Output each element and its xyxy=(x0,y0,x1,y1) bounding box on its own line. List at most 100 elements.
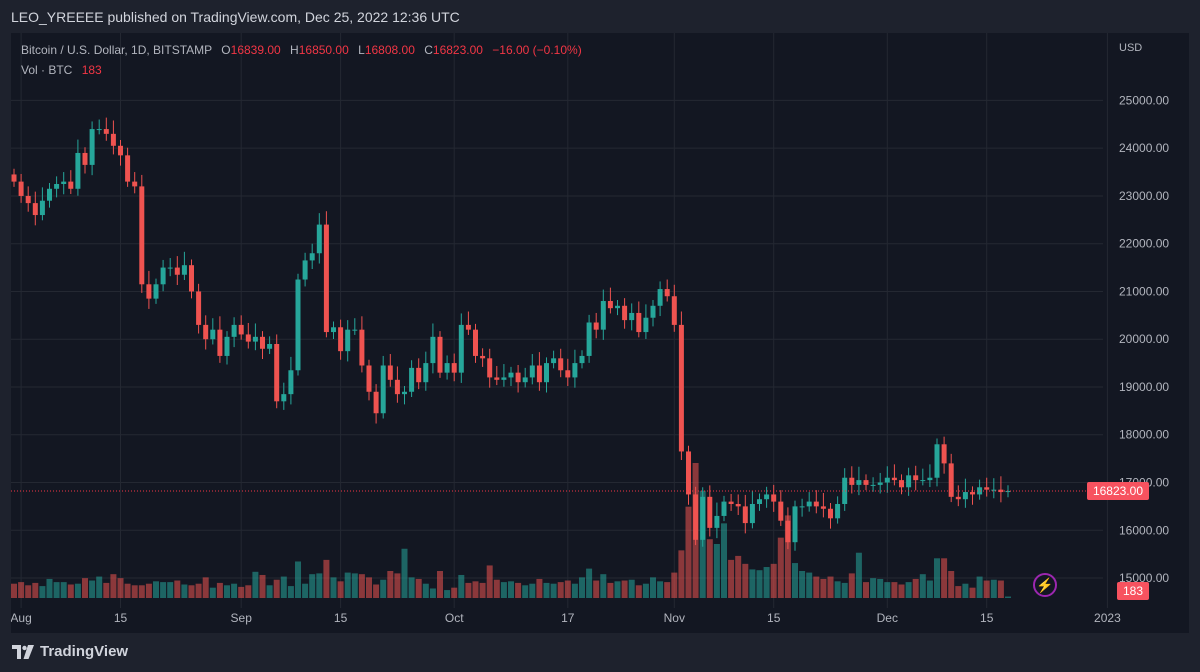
price-tick-label: 15000.00 xyxy=(1119,571,1169,585)
candle-body xyxy=(118,145,123,156)
candle-body xyxy=(735,503,741,507)
volume-bar xyxy=(287,586,294,598)
candle-body xyxy=(473,329,478,356)
candle-body xyxy=(593,322,599,330)
volume-bar xyxy=(784,515,791,598)
candle-body xyxy=(835,503,841,519)
time-tick-label: 15 xyxy=(334,611,348,625)
open-value: 16839.00 xyxy=(230,43,281,57)
candlestick-chart[interactable]: 15000.0016000.0017000.0018000.0019000.00… xyxy=(11,33,1189,633)
candle-body xyxy=(955,496,961,500)
volume-bar xyxy=(117,578,124,598)
volume-bar xyxy=(323,559,330,598)
candle-body xyxy=(579,355,585,364)
volume-bar xyxy=(60,582,67,598)
candle-body xyxy=(189,265,194,292)
lightning-icon[interactable]: ⚡ xyxy=(1033,573,1057,597)
candle-body xyxy=(61,181,67,184)
candle-body xyxy=(977,487,983,495)
time-axis: Aug 15 Sep 15 Oct 17 Nov 15 Dec 15 2023 xyxy=(11,611,1121,625)
volume-bar xyxy=(713,544,720,598)
volume-bar xyxy=(508,581,514,598)
volume-bar xyxy=(479,582,486,598)
volume-bar xyxy=(515,582,522,598)
candle-body xyxy=(245,334,251,342)
volume-bar xyxy=(472,581,479,598)
volume-bar xyxy=(735,555,742,598)
legend-row-main: Bitcoin / U.S. Dollar, 1D, BITSTAMP O168… xyxy=(21,40,582,60)
volume-bar xyxy=(742,563,749,598)
volume-bar xyxy=(110,574,117,598)
volume-bar xyxy=(337,581,344,598)
volume-bar xyxy=(770,563,777,598)
volume-bar xyxy=(898,584,905,598)
volume-bar xyxy=(280,576,287,598)
volume-bar xyxy=(273,579,280,598)
volume-bar xyxy=(451,587,458,598)
volume-bar xyxy=(678,550,685,598)
candle-body xyxy=(11,174,17,182)
candle-body xyxy=(991,489,997,491)
volume-label[interactable]: Vol · BTC xyxy=(21,63,73,77)
candle-body xyxy=(629,312,635,321)
candle-body xyxy=(551,358,557,364)
volume-bar xyxy=(792,563,798,598)
volume-bar xyxy=(855,552,862,598)
volume-bar xyxy=(366,577,372,598)
chart-panel[interactable]: 15000.0016000.0017000.0018000.0019000.00… xyxy=(11,33,1189,633)
volume-bar xyxy=(266,585,273,598)
candle-body xyxy=(877,482,883,485)
volume-bar xyxy=(458,574,465,598)
candle-body xyxy=(934,444,940,478)
volume-bar xyxy=(976,576,983,598)
candle-body xyxy=(302,260,308,280)
volume-bar xyxy=(131,585,138,598)
footer: TradingView xyxy=(0,633,1200,672)
volume-bar xyxy=(848,573,855,598)
candle-body xyxy=(870,484,876,486)
publisher-line: LEO_YREEEE published on TradingView.com,… xyxy=(11,9,460,25)
volume-bar xyxy=(245,585,252,598)
brand[interactable]: TradingView xyxy=(12,643,128,660)
candle-body xyxy=(899,480,904,488)
volume-bar xyxy=(657,581,664,598)
volume-bar xyxy=(948,571,955,598)
volume-bar xyxy=(53,582,60,598)
candle-body xyxy=(352,329,358,331)
candle-body xyxy=(402,391,407,395)
tradingview-logo-icon xyxy=(12,644,34,659)
candle-body xyxy=(288,370,294,395)
volume-bar xyxy=(39,586,46,598)
candle-body xyxy=(757,499,762,504)
volume-bar xyxy=(870,578,877,598)
candles xyxy=(11,117,1011,551)
volume-bar xyxy=(756,570,763,598)
candle-body xyxy=(238,324,244,335)
symbol-title[interactable]: Bitcoin / U.S. Dollar, 1D, BITSTAMP xyxy=(21,43,212,57)
volume-bar xyxy=(422,583,429,598)
candle-body xyxy=(806,501,812,507)
candle-body xyxy=(494,377,500,380)
price-axis: 15000.0016000.0017000.0018000.0019000.00… xyxy=(1119,93,1169,585)
candle-body xyxy=(480,355,486,359)
volume-bar xyxy=(579,577,585,598)
price-tick-label: 23000.00 xyxy=(1119,189,1169,203)
volume-bar xyxy=(1005,596,1011,598)
volume-bar xyxy=(380,579,387,598)
volume-bar xyxy=(806,572,813,598)
candle-body xyxy=(465,324,471,330)
candle-body xyxy=(948,463,954,497)
volume-bar xyxy=(344,572,351,598)
candle-body xyxy=(309,253,315,261)
candle-body xyxy=(373,391,379,414)
candle-body xyxy=(331,327,336,333)
time-tick-label: Aug xyxy=(11,611,32,625)
candle-body xyxy=(572,363,578,378)
time-tick-label: Nov xyxy=(664,611,685,625)
candle-body xyxy=(451,363,457,373)
candle-body xyxy=(941,444,947,464)
volume-bar xyxy=(295,561,301,598)
volume-bar xyxy=(763,567,770,598)
candle-body xyxy=(231,324,237,337)
volume-bar xyxy=(67,584,74,598)
